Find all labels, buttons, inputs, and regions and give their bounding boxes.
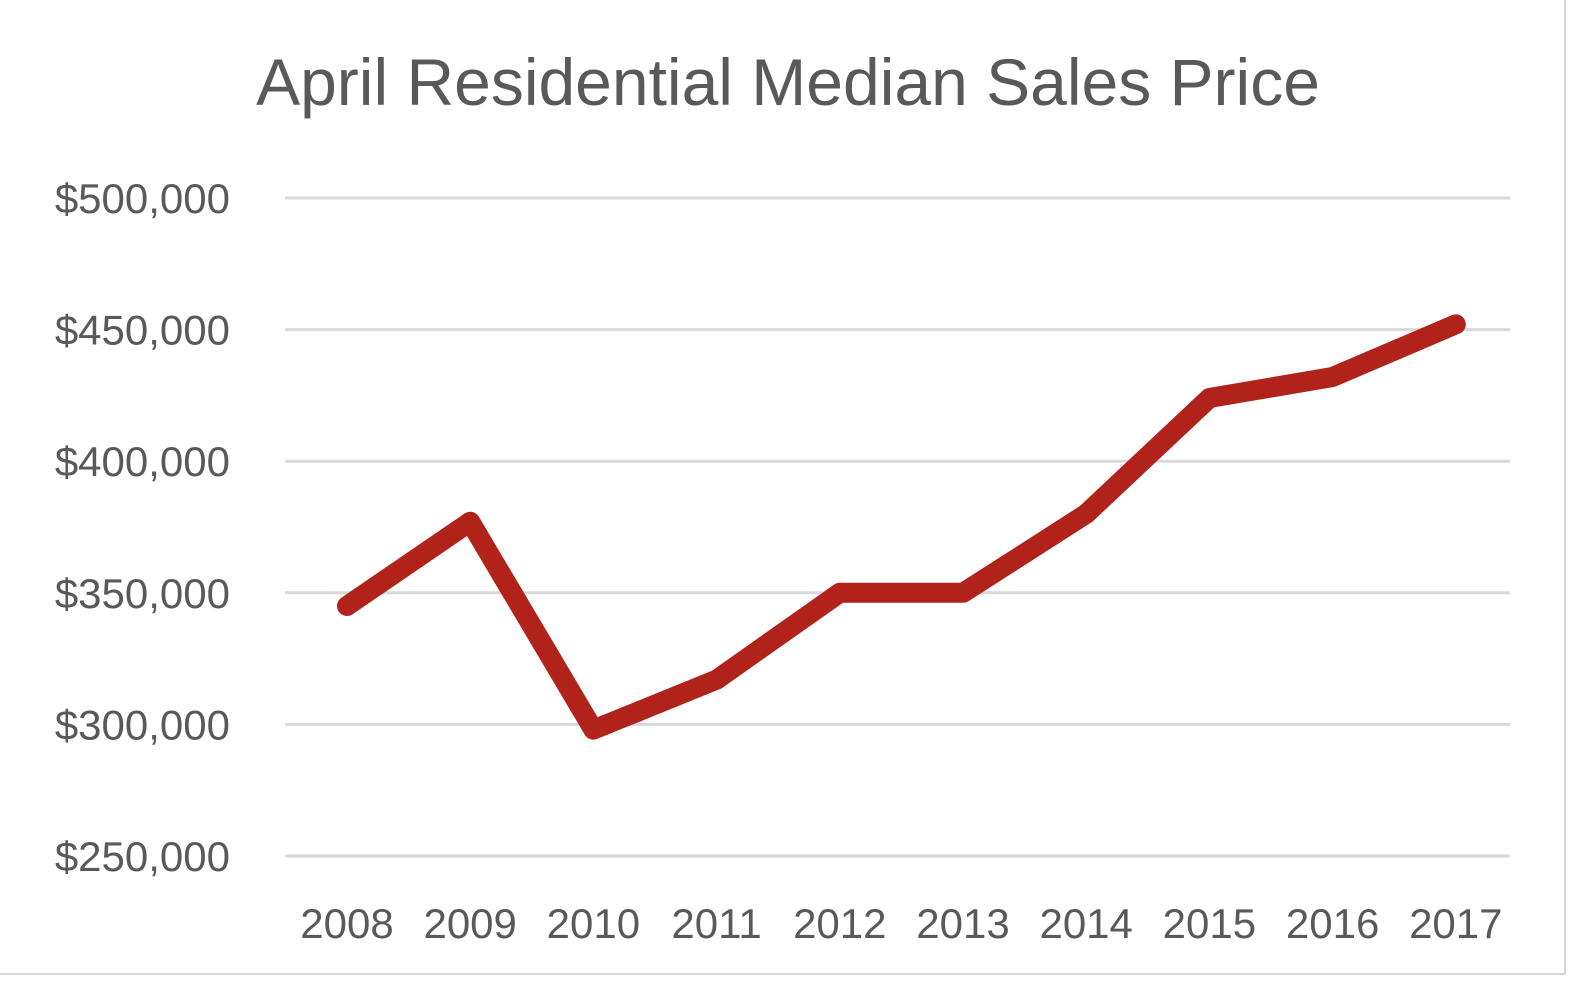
y-axis-tick-labels: $500,000 $450,000 $400,000 $350,000 $300,000…: [55, 175, 230, 880]
x-tick-label: 2013: [916, 900, 1009, 947]
y-tick-label: $400,000: [55, 438, 230, 485]
y-tick-label: $300,000: [55, 701, 230, 748]
series-layer: [337, 314, 1466, 740]
x-tick-label: 2009: [423, 900, 516, 947]
y-tick-label: $350,000: [55, 570, 230, 617]
y-tick-label: $500,000: [55, 175, 230, 222]
gridlines: [285, 196, 1510, 858]
x-tick-label: 2014: [1039, 900, 1132, 947]
y-tick-label: $250,000: [55, 833, 230, 880]
chart-title: April Residential Median Sales Price: [256, 45, 1320, 119]
x-tick-label: 2015: [1163, 900, 1256, 947]
x-tick-label: 2017: [1409, 900, 1502, 947]
x-tick-label: 2012: [793, 900, 886, 947]
x-tick-label: 2016: [1286, 900, 1379, 947]
x-axis-tick-labels: 2008 2009 2010 2011 2012 2013 2014 2015 2016 2017: [300, 900, 1502, 947]
series-line: [337, 314, 1466, 740]
y-tick-label: $450,000: [55, 307, 230, 354]
x-tick-label: 2008: [300, 900, 393, 947]
x-tick-label: 2011: [671, 900, 761, 947]
x-tick-label: 2010: [547, 900, 640, 947]
